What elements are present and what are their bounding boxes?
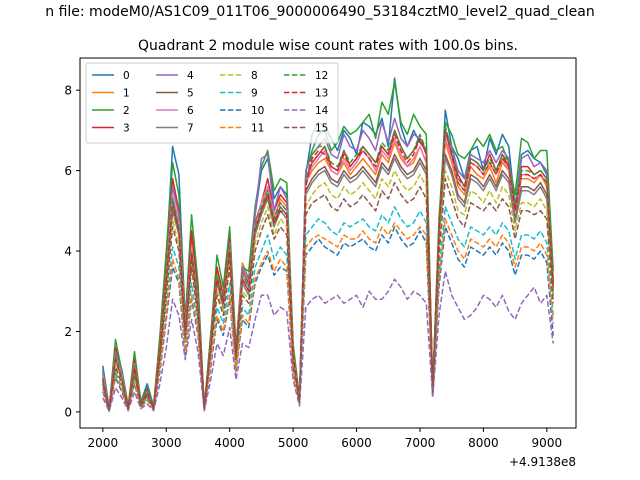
legend-box bbox=[85, 62, 339, 144]
series-line-8 bbox=[102, 169, 554, 411]
series-line-9 bbox=[102, 206, 554, 411]
series-line-10 bbox=[102, 226, 554, 412]
x-tick-label: 7000 bbox=[405, 436, 436, 450]
x-tick-label: 9000 bbox=[532, 436, 563, 450]
legend-label-3: 3 bbox=[123, 123, 130, 135]
series-line-15 bbox=[102, 177, 554, 412]
legend-label-5: 5 bbox=[187, 88, 194, 100]
x-offset-text: +4.9138e8 bbox=[509, 455, 576, 469]
axes-frame bbox=[79, 57, 577, 429]
legend-label-1: 1 bbox=[123, 88, 130, 100]
y-tick-label: 2 bbox=[64, 325, 72, 339]
chart-title: Quadrant 2 module wise count rates with … bbox=[138, 38, 518, 54]
series-layer bbox=[102, 77, 554, 412]
x-tick-label: 3000 bbox=[151, 436, 182, 450]
legend-label-4: 4 bbox=[187, 70, 194, 82]
x-tick-label: 6000 bbox=[341, 436, 372, 450]
series-line-11 bbox=[102, 218, 554, 412]
legend-label-14: 14 bbox=[315, 105, 329, 117]
series-line-14 bbox=[102, 270, 554, 412]
legend-label-15: 15 bbox=[315, 123, 328, 135]
legend-label-10: 10 bbox=[251, 105, 264, 117]
figure-suptitle: n file: modeM0/AS1C09_011T06_9000006490_… bbox=[45, 4, 594, 20]
series-line-4 bbox=[102, 117, 554, 409]
legend-label-2: 2 bbox=[123, 105, 130, 117]
y-tick-label: 0 bbox=[64, 405, 72, 419]
legend-label-13: 13 bbox=[315, 88, 328, 100]
legend-label-6: 6 bbox=[187, 105, 194, 117]
x-tick-label: 5000 bbox=[278, 436, 309, 450]
legend-label-0: 0 bbox=[123, 70, 130, 82]
series-line-13 bbox=[102, 129, 554, 411]
series-line-7 bbox=[102, 157, 554, 411]
legend-label-7: 7 bbox=[187, 123, 194, 135]
legend-label-11: 11 bbox=[251, 123, 264, 135]
x-tick-label: 4000 bbox=[214, 436, 245, 450]
x-axis: 2000 3000 4000 5000 6000 7000 8000 9000 bbox=[88, 428, 563, 450]
y-tick-label: 6 bbox=[64, 164, 72, 178]
x-tick-label: 2000 bbox=[88, 436, 119, 450]
legend-label-12: 12 bbox=[315, 70, 328, 82]
y-axis: 0 2 4 6 8 bbox=[64, 84, 80, 419]
series-line-12 bbox=[102, 125, 554, 411]
x-tick-label: 8000 bbox=[468, 436, 499, 450]
series-line-1 bbox=[102, 141, 554, 411]
legend-label-9: 9 bbox=[251, 88, 258, 100]
y-tick-label: 4 bbox=[64, 245, 72, 259]
y-tick-label: 8 bbox=[64, 84, 72, 98]
legend-label-8: 8 bbox=[251, 70, 258, 82]
